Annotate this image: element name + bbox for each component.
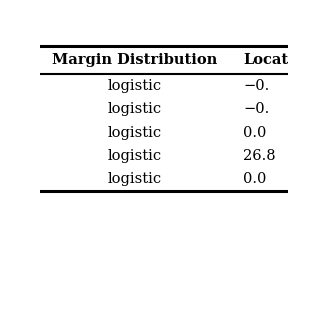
Text: logistic: logistic	[107, 79, 161, 93]
Text: Locat: Locat	[243, 53, 289, 67]
Text: 26.8: 26.8	[243, 149, 276, 163]
Text: 0.0: 0.0	[243, 172, 267, 187]
Text: logistic: logistic	[107, 149, 161, 163]
Text: 0.0: 0.0	[243, 126, 267, 140]
Text: logistic: logistic	[107, 172, 161, 187]
Text: logistic: logistic	[107, 102, 161, 116]
Text: Margin Distribution: Margin Distribution	[52, 53, 217, 67]
Text: −0.: −0.	[243, 79, 270, 93]
Text: logistic: logistic	[107, 126, 161, 140]
Text: −0.: −0.	[243, 102, 270, 116]
